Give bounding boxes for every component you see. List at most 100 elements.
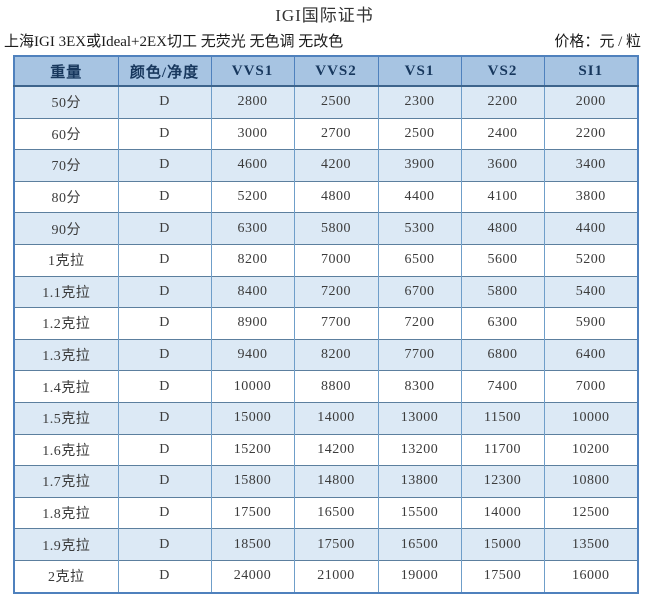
table-row: 1.9克拉 D 18500 17500 16500 15000 13500: [13, 528, 639, 561]
price-cell: 5400: [543, 275, 639, 308]
column-header: 重量: [13, 55, 119, 87]
price-cell: 16000: [543, 559, 639, 593]
price-cell: 16500: [293, 496, 379, 529]
price-cell: 6300: [210, 212, 295, 245]
weight-cell: 1.2克拉: [13, 307, 119, 340]
color-clarity-cell: D: [117, 465, 212, 498]
price-cell: 13000: [377, 401, 462, 435]
price-cell: 13500: [543, 528, 639, 561]
table-row: 90分 D 6300 5800 5300 4800 4400: [13, 212, 639, 245]
table-row: 1.4克拉 D 10000 8800 8300 7400 7000: [13, 370, 639, 403]
weight-cell: 1.9克拉: [13, 528, 119, 561]
color-clarity-cell: D: [117, 338, 212, 371]
spec-text: 上海IGI 3EX或Ideal+2EX切工 无荧光 无色调 无改色: [4, 34, 344, 50]
price-cell: 6500: [377, 243, 462, 277]
color-clarity-cell: D: [117, 275, 212, 308]
price-cell: 3600: [460, 149, 545, 182]
price-cell: 16500: [377, 528, 462, 561]
price-cell: 6300: [460, 307, 545, 340]
price-cell: 12500: [543, 496, 639, 529]
price-cell: 13200: [377, 433, 462, 466]
price-cell: 7700: [377, 338, 462, 371]
table-row: 80分 D 5200 4800 4400 4100 3800: [13, 180, 639, 213]
price-cell: 6700: [377, 275, 462, 308]
price-cell: 14200: [293, 433, 379, 466]
column-header: VS2: [460, 55, 545, 87]
table-body: 50分 D 2800 2500 2300 2200 2000 60分 D 3000 2700 2500…: [13, 85, 639, 593]
price-cell: 4100: [460, 180, 545, 213]
price-cell: 9400: [210, 338, 295, 371]
weight-cell: 1.4克拉: [13, 370, 119, 403]
table-row: 1.6克拉 D 15200 14200 13200 11700 10200: [13, 433, 639, 466]
price-cell: 15000: [460, 528, 545, 561]
color-clarity-cell: D: [117, 307, 212, 340]
price-cell: 17500: [293, 528, 379, 561]
weight-cell: 1.6克拉: [13, 433, 119, 466]
color-clarity-cell: D: [117, 180, 212, 213]
table-row: 1.8克拉 D 17500 16500 15500 14000 12500: [13, 496, 639, 529]
table-row: 60分 D 3000 2700 2500 2400 2200: [13, 117, 639, 150]
price-cell: 4200: [293, 149, 379, 182]
subtitle-row: 上海IGI 3EX或Ideal+2EX切工 无荧光 无色调 无改色 价格：元 /…: [4, 30, 641, 51]
weight-cell: 1.8克拉: [13, 496, 119, 529]
price-cell: 7000: [293, 243, 379, 277]
weight-cell: 1.7克拉: [13, 465, 119, 498]
price-cell: 17500: [460, 559, 545, 593]
price-cell: 3000: [210, 117, 295, 150]
price-cell: 10000: [210, 370, 295, 403]
price-cell: 11700: [460, 433, 545, 466]
price-cell: 10200: [543, 433, 639, 466]
price-cell: 2800: [210, 85, 295, 119]
price-table: 重量 颜色/净度 VVS1 VVS2 VS1 VS2 SI1 50分 D 2800 2500 230…: [13, 55, 639, 594]
price-cell: 8200: [293, 338, 379, 371]
weight-cell: 2克拉: [13, 559, 119, 593]
color-clarity-cell: D: [117, 433, 212, 466]
price-cell: 11500: [460, 401, 545, 435]
price-cell: 4800: [460, 212, 545, 245]
price-cell: 7700: [293, 307, 379, 340]
page-title: IGI国际证书: [275, 6, 374, 25]
table-row: 1.3克拉 D 9400 8200 7700 6800 6400: [13, 338, 639, 371]
price-cell: 8200: [210, 243, 295, 277]
price-cell: 5600: [460, 243, 545, 277]
price-cell: 3800: [543, 180, 639, 213]
header-row: 重量 颜色/净度 VVS1 VVS2 VS1 VS2 SI1: [13, 55, 639, 87]
table-row: 1.2克拉 D 8900 7700 7200 6300 5900: [13, 307, 639, 340]
table-row: 2克拉 D 24000 21000 19000 17500 16000: [13, 559, 639, 593]
price-cell: 2300: [377, 85, 462, 119]
price-cell: 7000: [543, 370, 639, 403]
price-cell: 2200: [460, 85, 545, 119]
column-header: VVS2: [293, 55, 379, 87]
price-cell: 8400: [210, 275, 295, 308]
price-cell: 2400: [460, 117, 545, 150]
color-clarity-cell: D: [117, 528, 212, 561]
price-cell: 5300: [377, 212, 462, 245]
price-cell: 2500: [293, 85, 379, 119]
table-row: 1.5克拉 D 15000 14000 13000 11500 10000: [13, 401, 639, 435]
table-row: 1.7克拉 D 15800 14800 13800 12300 10800: [13, 465, 639, 498]
diamond-price-sheet: IGI国际证书 上海IGI 3EX或Ideal+2EX切工 无荧光 无色调 无改…: [4, 6, 641, 594]
price-cell: 7200: [377, 307, 462, 340]
price-cell: 4400: [543, 212, 639, 245]
price-cell: 8900: [210, 307, 295, 340]
color-clarity-cell: D: [117, 559, 212, 593]
price-cell: 4600: [210, 149, 295, 182]
table-row: 70分 D 4600 4200 3900 3600 3400: [13, 149, 639, 182]
color-clarity-cell: D: [117, 496, 212, 529]
price-cell: 2000: [543, 85, 639, 119]
color-clarity-cell: D: [117, 117, 212, 150]
price-cell: 14000: [293, 401, 379, 435]
price-cell: 15000: [210, 401, 295, 435]
table-row: 1克拉 D 8200 7000 6500 5600 5200: [13, 243, 639, 277]
price-cell: 18500: [210, 528, 295, 561]
price-cell: 5200: [543, 243, 639, 277]
weight-cell: 70分: [13, 149, 119, 182]
color-clarity-cell: D: [117, 212, 212, 245]
price-cell: 14000: [460, 496, 545, 529]
weight-cell: 60分: [13, 117, 119, 150]
price-cell: 5200: [210, 180, 295, 213]
price-cell: 3900: [377, 149, 462, 182]
price-cell: 15500: [377, 496, 462, 529]
weight-cell: 90分: [13, 212, 119, 245]
price-cell: 17500: [210, 496, 295, 529]
